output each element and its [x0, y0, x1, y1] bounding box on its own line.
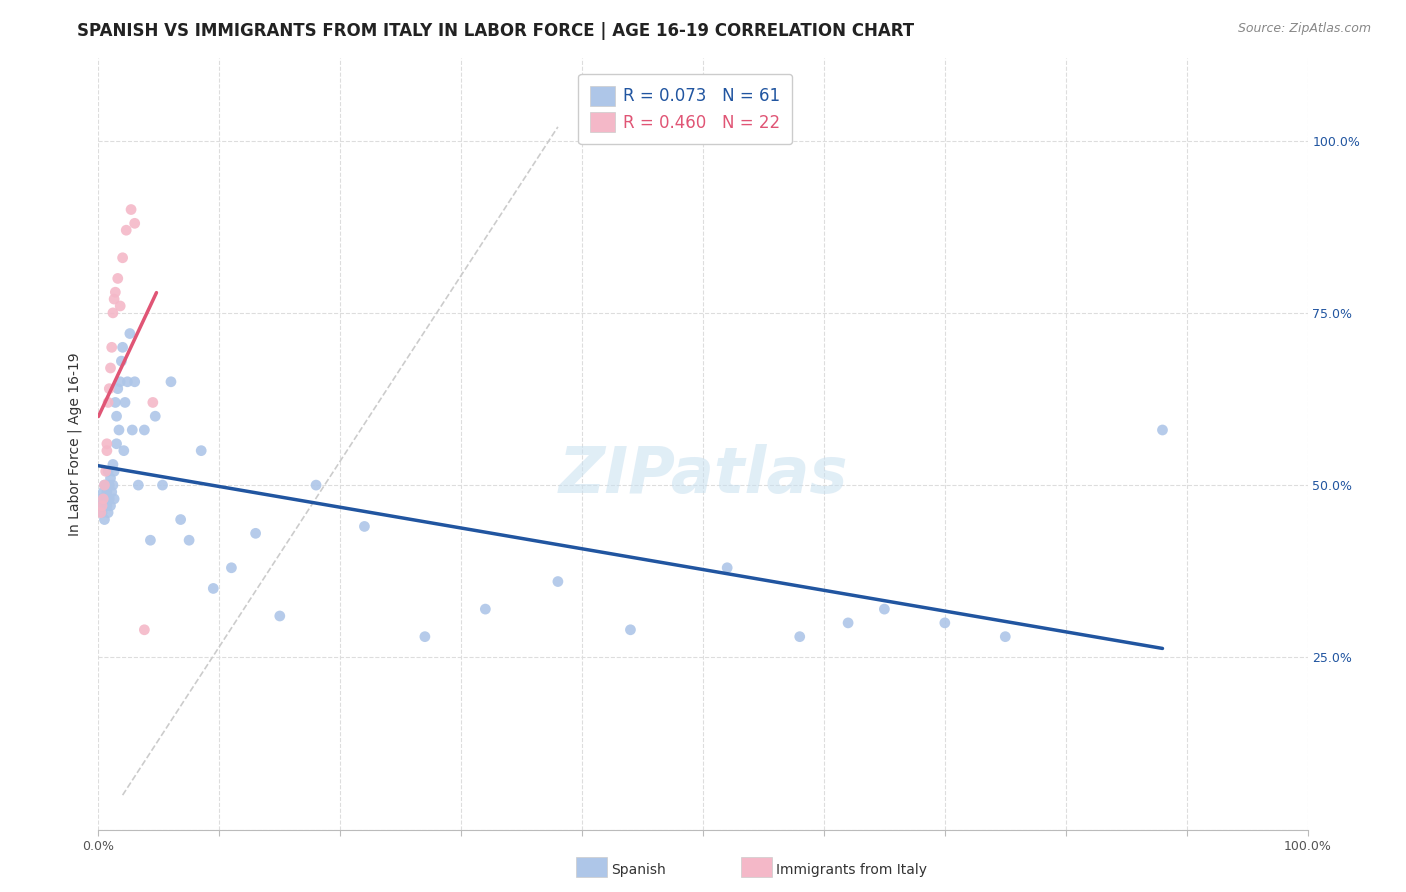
Point [100, 485, 122, 500]
Point [873, 602, 896, 616]
Point [115, 223, 138, 237]
Point [98, 478, 121, 492]
Point [127, 478, 149, 492]
Legend: R = 0.073   N = 61, R = 0.460   N = 22: R = 0.073 N = 61, R = 0.460 N = 22 [578, 74, 792, 144]
Point [93, 478, 115, 492]
Point [221, 561, 243, 575]
Point [134, 623, 156, 637]
Point [93, 512, 115, 526]
Point [160, 375, 183, 389]
Point [117, 375, 139, 389]
Point [94, 491, 117, 506]
Point [108, 423, 131, 437]
Point [105, 436, 128, 450]
Point [789, 630, 811, 644]
Point [120, 202, 142, 217]
Point [100, 361, 122, 376]
Point [139, 533, 162, 548]
Text: Spanish: Spanish [612, 863, 666, 877]
Point [474, 602, 496, 616]
Point [91, 485, 114, 500]
Point [96, 485, 118, 500]
Point [101, 458, 124, 472]
Point [934, 615, 956, 630]
Point [91, 506, 114, 520]
Point [108, 375, 131, 389]
Point [97, 464, 120, 478]
Point [103, 464, 125, 478]
Point [96, 443, 118, 458]
Point [91, 499, 114, 513]
Point [837, 615, 859, 630]
Point [103, 292, 125, 306]
Point [96, 499, 118, 513]
Point [107, 382, 129, 396]
Point [96, 436, 118, 450]
Point [121, 423, 143, 437]
Text: Source: ZipAtlas.com: Source: ZipAtlas.com [1237, 22, 1371, 36]
Point [97, 395, 120, 409]
Point [90, 506, 112, 520]
Point [269, 609, 291, 624]
Point [111, 340, 134, 354]
Point [100, 471, 122, 485]
Point [91, 499, 114, 513]
Point [152, 478, 174, 492]
Point [169, 512, 191, 526]
Point [93, 478, 115, 492]
Point [134, 423, 156, 437]
Point [619, 623, 641, 637]
Point [103, 491, 125, 506]
Point [100, 499, 122, 513]
Point [104, 395, 127, 409]
Point [118, 326, 141, 341]
Point [413, 630, 436, 644]
Point [101, 306, 124, 320]
Point [142, 395, 165, 409]
Point [1152, 423, 1174, 437]
Point [94, 478, 117, 492]
Point [716, 561, 738, 575]
Text: Immigrants from Italy: Immigrants from Italy [776, 863, 927, 877]
Text: SPANISH VS IMMIGRANTS FROM ITALY IN LABOR FORCE | AGE 16-19 CORRELATION CHART: SPANISH VS IMMIGRANTS FROM ITALY IN LABO… [77, 22, 914, 40]
Point [305, 478, 328, 492]
Point [104, 285, 127, 300]
Point [190, 443, 212, 458]
Point [111, 251, 134, 265]
Text: ZIPatlas: ZIPatlas [558, 443, 848, 506]
Point [143, 409, 166, 424]
Point [114, 395, 136, 409]
Point [112, 443, 135, 458]
Point [547, 574, 569, 589]
Point [90, 491, 112, 506]
Point [91, 491, 114, 506]
Point [108, 299, 131, 313]
Point [98, 382, 121, 396]
Point [179, 533, 201, 548]
Point [94, 464, 117, 478]
Point [110, 354, 132, 368]
Point [994, 630, 1017, 644]
Point [100, 340, 122, 354]
Point [245, 526, 267, 541]
Point [98, 491, 121, 506]
Point [124, 375, 146, 389]
Point [101, 478, 124, 492]
Point [202, 582, 225, 596]
Point [353, 519, 375, 533]
Point [97, 506, 120, 520]
Y-axis label: In Labor Force | Age 16-19: In Labor Force | Age 16-19 [67, 352, 83, 535]
Point [107, 271, 129, 285]
Point [124, 216, 146, 230]
Point [105, 409, 128, 424]
